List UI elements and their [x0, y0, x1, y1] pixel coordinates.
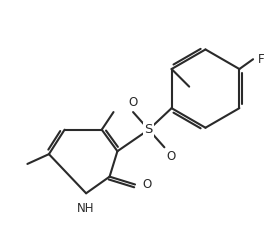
Text: NH: NH	[77, 202, 95, 215]
Text: O: O	[129, 96, 138, 109]
Text: F: F	[258, 53, 264, 66]
Text: O: O	[143, 178, 152, 191]
Text: O: O	[166, 150, 176, 163]
Text: S: S	[144, 123, 153, 136]
